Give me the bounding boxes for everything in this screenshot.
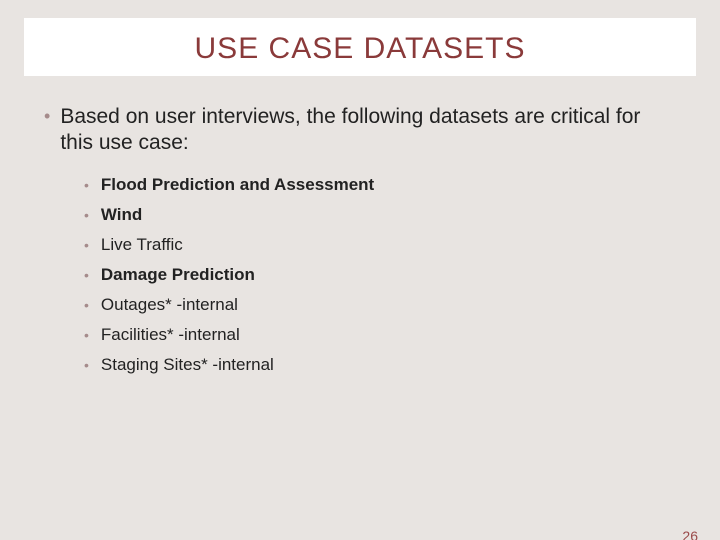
page-number: 26 (682, 528, 698, 540)
sub-item-text: Outages* -internal (101, 294, 238, 316)
bullet-dot-icon: • (84, 234, 89, 256)
list-item: • Staging Sites* -internal (84, 354, 676, 376)
list-item: • Facilities* -internal (84, 324, 676, 346)
title-container: USE CASE DATASETS (24, 18, 696, 76)
list-item: • Outages* -internal (84, 294, 676, 316)
content-area: • Based on user interviews, the followin… (0, 76, 720, 376)
list-item: • Damage Prediction (84, 264, 676, 286)
main-bullet: • Based on user interviews, the followin… (44, 104, 676, 156)
sub-item-text: Wind (101, 204, 142, 226)
bullet-dot-icon: • (84, 324, 89, 346)
list-item: • Live Traffic (84, 234, 676, 256)
sub-item-text: Live Traffic (101, 234, 183, 256)
bullet-dot-icon: • (84, 264, 89, 286)
bullet-dot-icon: • (84, 174, 89, 196)
bullet-dot-icon: • (44, 104, 50, 128)
list-item: • Flood Prediction and Assessment (84, 174, 676, 196)
bullet-dot-icon: • (84, 204, 89, 226)
sub-item-text: Facilities* -internal (101, 324, 240, 346)
sub-item-text: Damage Prediction (101, 264, 255, 286)
sub-item-text: Staging Sites* -internal (101, 354, 274, 376)
sub-list: • Flood Prediction and Assessment • Wind… (44, 168, 676, 376)
sub-item-text: Flood Prediction and Assessment (101, 174, 374, 196)
main-point-text: Based on user interviews, the following … (60, 104, 676, 156)
bullet-dot-icon: • (84, 354, 89, 376)
bullet-dot-icon: • (84, 294, 89, 316)
list-item: • Wind (84, 204, 676, 226)
slide-title: USE CASE DATASETS (34, 32, 686, 66)
